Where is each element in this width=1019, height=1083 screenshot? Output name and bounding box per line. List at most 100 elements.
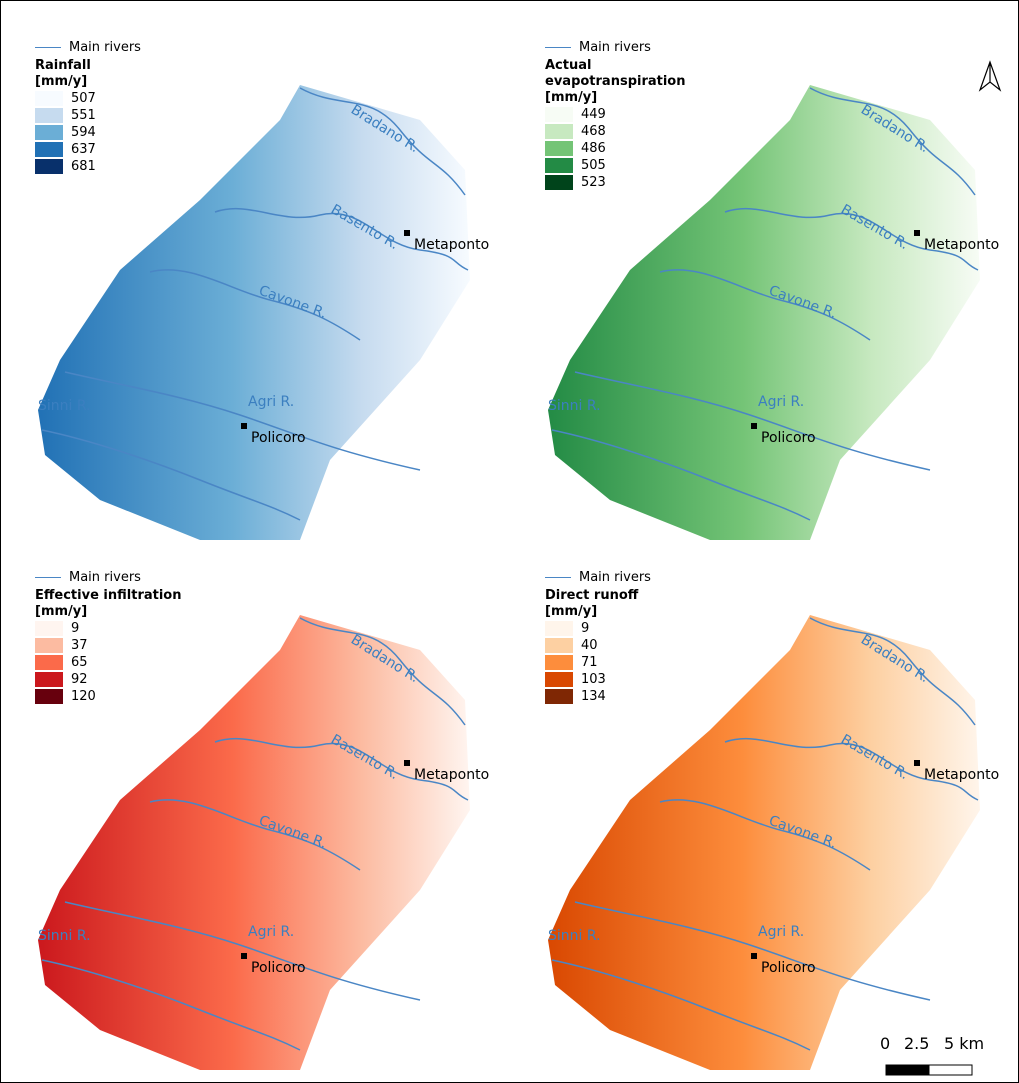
legend-swatch	[545, 175, 573, 190]
legend-unit: [mm/y]	[35, 604, 203, 620]
legend-item: 637	[35, 141, 203, 158]
legend-rivers: Main rivers	[35, 39, 203, 55]
scale-bar	[886, 1065, 929, 1075]
legend-item: 134	[545, 688, 713, 705]
legend-label: Main rivers	[579, 40, 651, 55]
legend-swatch	[35, 689, 63, 704]
legend-item: 92	[35, 671, 203, 688]
legend-swatch	[545, 655, 573, 670]
legend-value: 9	[71, 621, 79, 636]
legend-item: 37	[35, 637, 203, 654]
legend-line	[35, 577, 61, 578]
scale-label: 5 km	[944, 1034, 984, 1053]
town-marker	[914, 760, 920, 766]
legend-item: 523	[545, 174, 713, 191]
town-marker	[914, 230, 920, 236]
town-marker	[404, 760, 410, 766]
legend-swatch	[35, 672, 63, 687]
legend-swatch	[35, 108, 63, 123]
legend-swatch	[545, 621, 573, 636]
legend-label: Main rivers	[69, 40, 141, 55]
town-label: Policoro	[761, 960, 816, 976]
legend-value: 134	[581, 689, 606, 704]
legend-label: Main rivers	[69, 570, 141, 585]
town-label: Metaponto	[414, 237, 489, 253]
town-marker	[241, 423, 247, 429]
river-label: Sinni R.	[548, 398, 601, 414]
town-label: Metaponto	[414, 767, 489, 783]
legend-rivers: Main rivers	[545, 39, 713, 55]
legend-value: 40	[581, 638, 598, 653]
legend-swatch	[545, 158, 573, 173]
legend-title: Actual evapotranspiration	[545, 58, 713, 90]
legend: Main rivers Actual evapotranspiration[mm/…	[545, 39, 713, 191]
legend-item: 103	[545, 671, 713, 688]
legend-line	[35, 47, 61, 48]
legend-value: 37	[71, 638, 88, 653]
legend-value: 523	[581, 175, 606, 190]
legend-item: 594	[35, 124, 203, 141]
legend-value: 9	[581, 621, 589, 636]
scale-label: 0	[880, 1034, 890, 1053]
legend-item: 71	[545, 654, 713, 671]
river-label: Agri R.	[758, 394, 804, 410]
town-label: Policoro	[251, 430, 306, 446]
town-marker	[241, 953, 247, 959]
legend-item: 507	[35, 90, 203, 107]
legend-value: 681	[71, 159, 96, 174]
legend-rivers: Main rivers	[35, 569, 203, 585]
river-label: Agri R.	[248, 394, 294, 410]
legend-unit: [mm/y]	[545, 604, 713, 620]
legend-value: 594	[71, 125, 96, 140]
legend-item: 9	[35, 620, 203, 637]
legend-value: 65	[71, 655, 88, 670]
legend-item: 681	[35, 158, 203, 175]
river-label: Agri R.	[248, 924, 294, 940]
scale-label: 2.5	[904, 1034, 929, 1053]
legend-swatch	[545, 141, 573, 156]
legend: Main rivers Direct runoff[mm/y]9 40 71 103 13…	[545, 569, 713, 705]
legend-unit: [mm/y]	[545, 90, 713, 106]
legend-swatch	[35, 655, 63, 670]
legend-item: 9	[545, 620, 713, 637]
legend-value: 505	[581, 158, 606, 173]
legend-label: Main rivers	[579, 570, 651, 585]
legend-value: 92	[71, 672, 88, 687]
legend-swatch	[545, 124, 573, 139]
legend-unit: [mm/y]	[35, 74, 203, 90]
legend-item: 505	[545, 157, 713, 174]
legend-title: Rainfall	[35, 58, 203, 74]
town-label: Metaponto	[924, 767, 999, 783]
town-marker	[751, 953, 757, 959]
legend-value: 71	[581, 655, 598, 670]
legend-value: 637	[71, 142, 96, 157]
legend-line	[545, 47, 571, 48]
legend-swatch	[545, 672, 573, 687]
legend-swatch	[545, 638, 573, 653]
legend-item: 40	[545, 637, 713, 654]
legend-line	[545, 577, 571, 578]
legend-value: 103	[581, 672, 606, 687]
legend-swatch	[35, 125, 63, 140]
legend-value: 551	[71, 108, 96, 123]
town-label: Policoro	[251, 960, 306, 976]
legend-swatch	[35, 142, 63, 157]
legend-rivers: Main rivers	[545, 569, 713, 585]
town-marker	[751, 423, 757, 429]
figure: Bradano R.Basento R.Cavone R.Agri R.Sinn…	[0, 0, 1019, 1083]
scale-bar	[929, 1065, 972, 1075]
legend-item: 551	[35, 107, 203, 124]
legend-value: 120	[71, 689, 96, 704]
legend-value: 507	[71, 91, 96, 106]
river-label: Agri R.	[758, 924, 804, 940]
legend-title: Direct runoff	[545, 588, 713, 604]
legend-value: 449	[581, 107, 606, 122]
legend-item: 468	[545, 123, 713, 140]
legend-item: 449	[545, 106, 713, 123]
legend: Main rivers Rainfall[mm/y]507 551 594 637 681	[35, 39, 203, 175]
town-label: Metaponto	[924, 237, 999, 253]
river-label: Sinni R.	[38, 928, 91, 944]
legend-item: 486	[545, 140, 713, 157]
legend-value: 468	[581, 124, 606, 139]
